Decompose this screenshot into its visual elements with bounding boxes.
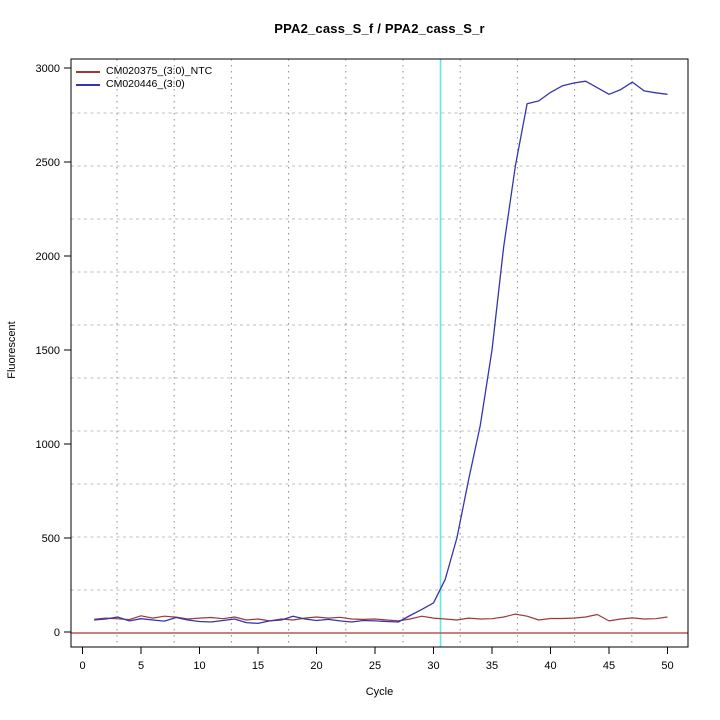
x-tick-label: 25 <box>369 660 381 672</box>
x-tick-label: 10 <box>193 660 205 672</box>
plot-title: PPA2_cass_S_f / PPA2_cass_S_r <box>274 21 485 36</box>
y-tick-label: 500 <box>42 533 60 545</box>
y-tick-label: 1000 <box>36 439 60 451</box>
series-curve-sample <box>94 80 668 625</box>
legend-label-ntc: CM020375_(3:0)_NTC <box>106 65 213 77</box>
x-tick-label: 40 <box>544 660 556 672</box>
y-tick-label: 3000 <box>36 63 60 75</box>
y-tick-label: 2000 <box>36 251 60 263</box>
legend-item-sample: CM020446_(3:0) <box>76 78 212 91</box>
y-tick-label: 1500 <box>36 345 60 357</box>
legend-item-ntc: CM020375_(3:0)_NTC <box>76 65 212 78</box>
x-tick-label: 15 <box>252 660 264 672</box>
y-tick-label: 0 <box>54 627 60 639</box>
series-curve-ntc <box>94 613 668 622</box>
x-tick-label: 50 <box>661 660 673 672</box>
legend-label-sample: CM020446_(3:0) <box>106 78 185 90</box>
x-tick-label: 0 <box>79 660 85 672</box>
x-tick-label: 45 <box>603 660 615 672</box>
x-tick-label: 20 <box>310 660 322 672</box>
x-axis-title: Cycle <box>365 686 394 698</box>
x-tick-label: 35 <box>486 660 498 672</box>
y-tick-label: 2500 <box>36 157 60 169</box>
legend: CM020375_(3:0)_NTC CM020446_(3:0) <box>76 65 212 91</box>
x-tick-label: 5 <box>138 660 144 672</box>
legend-line-sample-ntc <box>76 70 100 73</box>
legend-line-sample <box>76 83 100 86</box>
x-tick-label: 30 <box>427 660 439 672</box>
plot-box <box>70 58 689 648</box>
